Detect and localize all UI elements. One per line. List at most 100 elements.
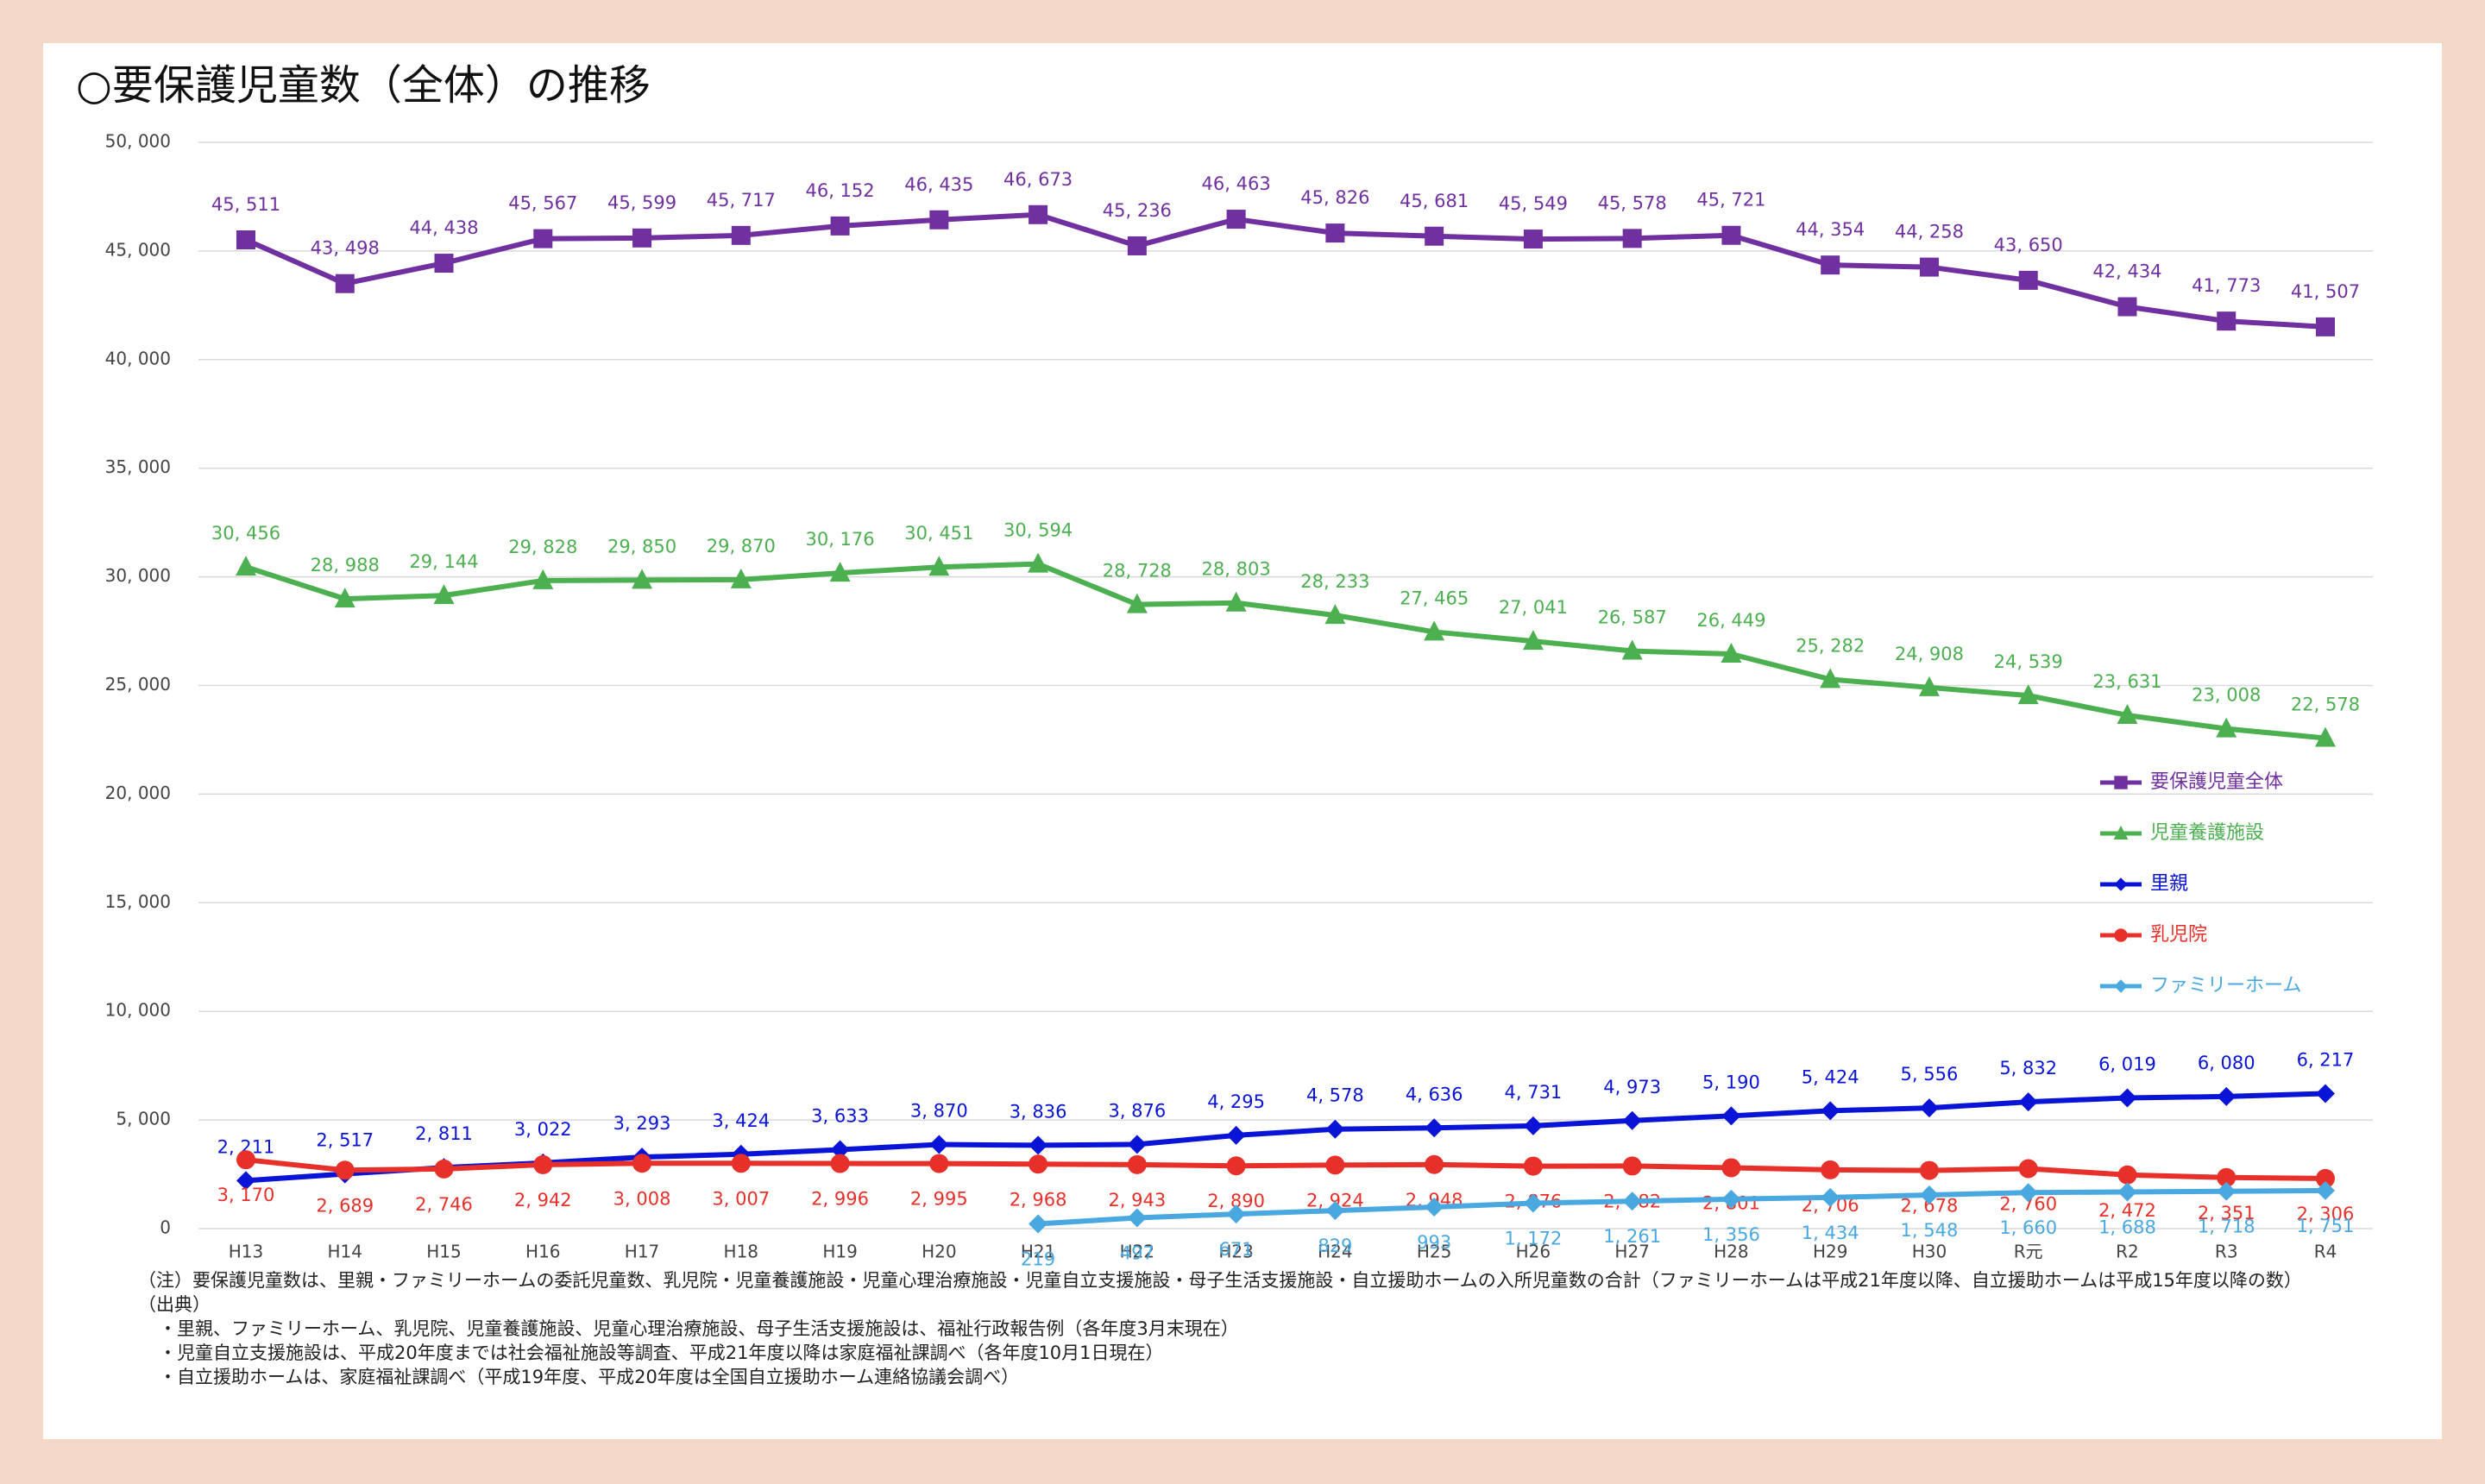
data-point xyxy=(434,254,454,274)
data-point xyxy=(929,210,949,230)
data-point xyxy=(1029,1135,1048,1155)
data-label: 46, 463 xyxy=(1202,173,1271,194)
data-point xyxy=(1918,676,1940,696)
data-label: 45, 236 xyxy=(1103,200,1172,221)
data-point xyxy=(1919,257,1939,277)
data-label: 43, 650 xyxy=(1994,235,2063,255)
data-point xyxy=(2117,703,2138,724)
data-label: 46, 435 xyxy=(904,174,973,195)
data-point xyxy=(335,1160,355,1180)
data-point xyxy=(1523,230,1543,249)
x-tick-label: H29 xyxy=(1813,1242,1848,1262)
note: （出典） xyxy=(138,1294,211,1315)
data-point xyxy=(2316,1180,2335,1200)
data-point xyxy=(1523,1193,1543,1213)
data-label: 2, 811 xyxy=(415,1123,473,1144)
y-tick-label: 40, 000 xyxy=(105,348,171,368)
data-label: 3, 008 xyxy=(613,1188,671,1209)
x-tick-label: R4 xyxy=(2314,1242,2337,1262)
data-point xyxy=(1226,1156,1246,1176)
data-label: 993 xyxy=(1417,1232,1451,1253)
data-point xyxy=(236,1150,255,1170)
data-label: 45, 681 xyxy=(1400,191,1469,211)
data-point xyxy=(2315,726,2336,747)
data-label: 45, 721 xyxy=(1696,190,1765,211)
data-label: 1, 751 xyxy=(2297,1216,2355,1236)
data-label: 3, 870 xyxy=(910,1101,968,1122)
data-label: 45, 511 xyxy=(211,194,280,215)
x-tick-label: H24 xyxy=(1318,1242,1353,1262)
series-line xyxy=(244,211,2326,330)
data-point xyxy=(1721,1189,1741,1209)
data-label: 2, 306 xyxy=(2297,1204,2355,1224)
data-label: 2, 689 xyxy=(316,1195,374,1216)
data-label: 23, 008 xyxy=(2192,685,2261,706)
data-point xyxy=(928,556,950,576)
data-label: 5, 424 xyxy=(1802,1066,1859,1087)
y-tick-label: 5, 000 xyxy=(116,1109,171,1129)
data-point xyxy=(2216,717,2237,738)
data-point xyxy=(1029,204,1048,224)
data-label: 27, 465 xyxy=(1400,588,1469,608)
data-label: 2, 968 xyxy=(1010,1189,1067,1210)
y-tick-label: 35, 000 xyxy=(105,456,171,477)
data-label: 1, 660 xyxy=(1999,1217,2057,1238)
note: ・自立援助ホームは、家庭福祉課調べ（平成19年度、平成20年度は全国自立援助ホー… xyxy=(159,1367,1020,1387)
chart-title: ○要保護児童数（全体）の推移 xyxy=(76,61,651,110)
data-label: 41, 507 xyxy=(2291,281,2360,302)
data-label: 23, 631 xyxy=(2092,671,2161,692)
data-point xyxy=(1821,255,1840,275)
y-tick-label: 15, 000 xyxy=(105,891,171,912)
data-point xyxy=(730,568,752,588)
data-label: 219 xyxy=(1021,1248,1055,1269)
data-label: 1, 718 xyxy=(2198,1217,2255,1237)
x-tick-label: H16 xyxy=(525,1242,561,1262)
y-tick-label: 10, 000 xyxy=(105,1000,171,1021)
data-point xyxy=(1622,1156,1642,1176)
data-point xyxy=(533,229,553,248)
data-point xyxy=(731,225,751,245)
data-label: 2, 943 xyxy=(1108,1190,1166,1210)
data-point xyxy=(2018,270,2038,290)
data-label: 1, 172 xyxy=(1505,1228,1563,1248)
data-label: 1, 688 xyxy=(2098,1217,2156,1237)
data-point xyxy=(533,1154,553,1174)
x-tick-label: H26 xyxy=(1516,1242,1551,1262)
data-label: 4, 636 xyxy=(1406,1084,1463,1104)
data-point xyxy=(731,1154,751,1173)
data-label: 30, 594 xyxy=(1003,520,1073,541)
data-point xyxy=(1424,620,1445,641)
data-point xyxy=(2217,1181,2236,1201)
data-point xyxy=(1919,1160,1939,1180)
notes: （注）要保護児童数は、里親・ファミリーホームの委託児童数、乳児院・児童養護施設・… xyxy=(138,1268,2364,1389)
data-point xyxy=(1821,1101,1840,1121)
x-tick-label: H27 xyxy=(1614,1242,1650,1262)
data-label: 3, 424 xyxy=(712,1110,770,1131)
data-point xyxy=(434,1159,454,1179)
data-point xyxy=(632,228,652,248)
data-point xyxy=(1821,1187,1840,1207)
data-point xyxy=(2316,1168,2335,1188)
data-point xyxy=(433,584,455,605)
data-label: 27, 041 xyxy=(1499,597,1568,618)
legend-marker xyxy=(2114,776,2128,789)
legend-label: ファミリーホーム xyxy=(2150,975,2301,997)
data-label: 42, 434 xyxy=(2092,261,2161,282)
data-point xyxy=(1522,630,1544,651)
data-label: 26, 449 xyxy=(1696,610,1765,631)
data-label: 30, 456 xyxy=(211,523,280,544)
x-tick-label: H19 xyxy=(822,1242,858,1262)
data-point xyxy=(1028,552,1049,573)
data-label: 4, 973 xyxy=(1603,1077,1661,1097)
data-label: 3, 022 xyxy=(514,1119,572,1140)
data-label: 29, 828 xyxy=(508,537,577,557)
data-point xyxy=(2117,1182,2137,1202)
data-label: 30, 451 xyxy=(904,523,973,544)
data-point xyxy=(1325,1201,1345,1221)
data-point xyxy=(2217,1086,2236,1106)
data-label: 44, 258 xyxy=(1895,222,1964,242)
data-point xyxy=(830,216,850,236)
data-label: 46, 152 xyxy=(805,180,874,201)
data-point xyxy=(2117,1165,2137,1185)
data-point xyxy=(830,1140,850,1160)
